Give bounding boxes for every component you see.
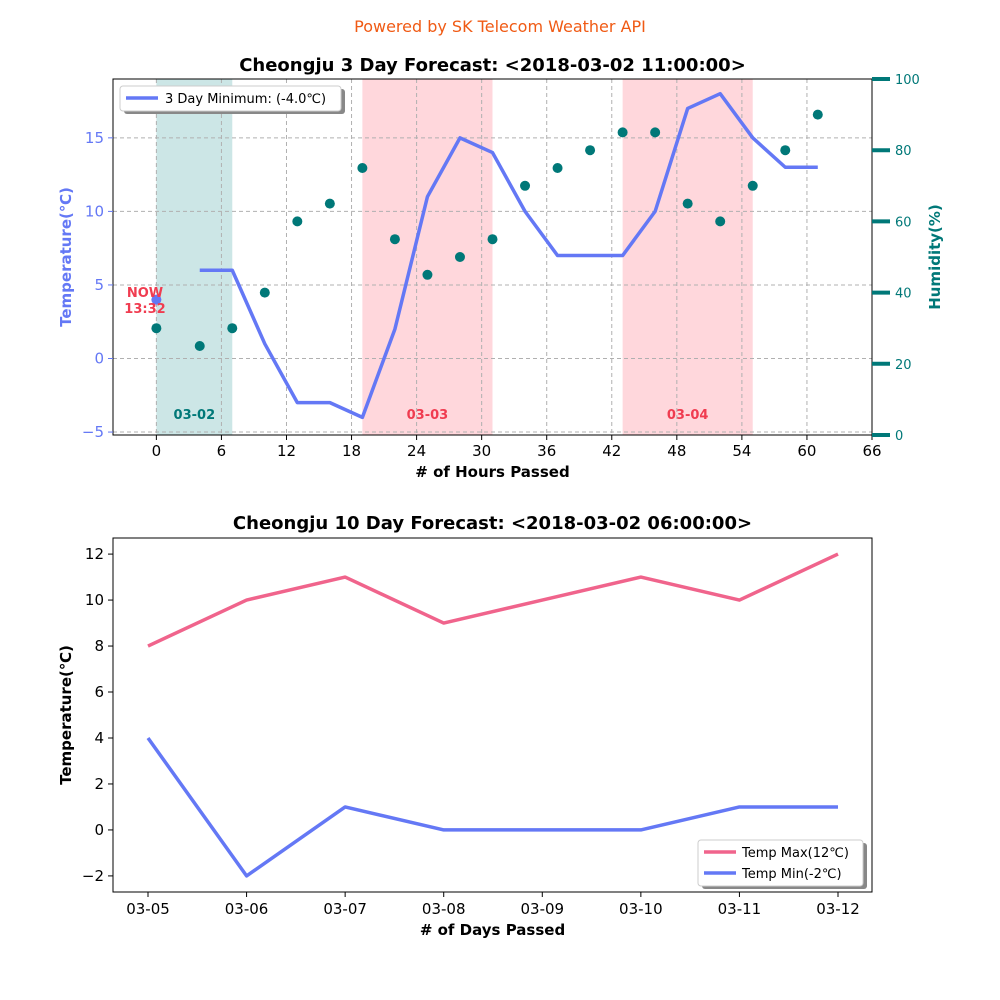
y-axis-label: Temperature(℃) bbox=[57, 645, 75, 785]
y-tick-label: 0 bbox=[94, 350, 104, 368]
x-tick-label: 48 bbox=[667, 442, 686, 460]
day-band bbox=[622, 79, 753, 435]
y-tick-label: 10 bbox=[85, 202, 104, 220]
x-tick-label: 03-06 bbox=[225, 900, 269, 918]
x-tick-label: 0 bbox=[152, 442, 162, 460]
now-time-label: 13:32 bbox=[124, 302, 165, 317]
x-tick-label: 54 bbox=[732, 442, 751, 460]
x-tick-label: 03-11 bbox=[718, 900, 762, 918]
humidity-point bbox=[324, 198, 335, 209]
x-tick-label: 03-12 bbox=[816, 900, 860, 918]
plot-frame bbox=[112, 78, 873, 436]
humidity-point bbox=[389, 234, 400, 245]
humidity-point bbox=[454, 252, 465, 262]
chart-title: Cheongju 3 Day Forecast: <2018-03-02 11:… bbox=[239, 55, 746, 76]
y-tick-label: 5 bbox=[94, 276, 104, 294]
humidity-point bbox=[227, 323, 238, 334]
y-tick-label: 8 bbox=[94, 637, 104, 655]
y-tick-label: 0 bbox=[94, 821, 104, 839]
x-tick-label: 03-10 bbox=[619, 900, 663, 918]
humidity-point bbox=[715, 216, 726, 227]
x-tick-label: 30 bbox=[472, 442, 491, 460]
y2-axis-label: Humidity(%) bbox=[926, 204, 944, 310]
y-tick-label: 4 bbox=[94, 729, 104, 747]
humidity-point bbox=[194, 341, 205, 351]
day-band bbox=[362, 79, 493, 435]
humidity-point bbox=[552, 163, 563, 173]
humidity-point bbox=[259, 287, 270, 298]
x-tick-label: 66 bbox=[862, 442, 881, 460]
temperature-series-line bbox=[199, 91, 818, 420]
legend-box bbox=[697, 839, 864, 887]
x-tick-label: 03-09 bbox=[520, 900, 564, 918]
y-tick-label: 6 bbox=[94, 683, 104, 701]
legend: Temp Max(12℃) Temp Min(-2℃) bbox=[697, 839, 867, 889]
temp-max-series-line bbox=[147, 552, 839, 648]
humidity-point bbox=[747, 180, 758, 191]
y2-tick-label: 100 bbox=[895, 73, 920, 88]
legend-label-temp-max: Temp Max(12℃) bbox=[741, 846, 849, 861]
x-tick-label: 36 bbox=[537, 442, 556, 460]
x-axis-label: # of Hours Passed bbox=[415, 463, 569, 481]
y-tick-label: −5 bbox=[82, 423, 104, 441]
humidity-point bbox=[422, 269, 433, 280]
humidity-point bbox=[617, 127, 628, 138]
day-band-label: 03-03 bbox=[407, 408, 449, 423]
x-tick-label: 12 bbox=[277, 442, 296, 460]
x-tick-label: 6 bbox=[217, 442, 227, 460]
day-band-label: 03-04 bbox=[667, 408, 709, 423]
humidity-point bbox=[650, 127, 661, 138]
legend: 3 Day Minimum: (-4.0℃) bbox=[119, 85, 345, 114]
y2-tick-label: 40 bbox=[895, 287, 912, 302]
humidity-point bbox=[682, 198, 693, 209]
x-tick-label: 03-08 bbox=[422, 900, 466, 918]
banner-text: Powered by SK Telecom Weather API bbox=[354, 17, 646, 36]
x-tick-label: 03-05 bbox=[126, 900, 170, 918]
y2-tick-label: 80 bbox=[895, 144, 912, 159]
x-tick-label: 18 bbox=[342, 442, 361, 460]
y2-tick-label: 20 bbox=[895, 358, 912, 373]
x-tick-label: 24 bbox=[407, 442, 426, 460]
y2-tick-label: 0 bbox=[895, 429, 903, 444]
day-band-label: 03-02 bbox=[174, 408, 216, 423]
now-marker-point bbox=[151, 294, 162, 305]
humidity-point bbox=[151, 323, 162, 334]
y-axis-label: Temperature(℃) bbox=[57, 187, 75, 327]
legend-box bbox=[119, 85, 342, 112]
chart-title: Cheongju 10 Day Forecast: <2018-03-02 06… bbox=[233, 513, 752, 534]
temp-min-series-line bbox=[146, 736, 838, 878]
y-tick-label: 12 bbox=[85, 545, 104, 563]
y-tick-label: 15 bbox=[85, 129, 104, 147]
humidity-point bbox=[357, 163, 368, 173]
y-tick-label: 10 bbox=[85, 591, 104, 609]
x-tick-label: 42 bbox=[602, 442, 621, 460]
legend-label-temperature: 3 Day Minimum: (-4.0℃) bbox=[165, 92, 326, 107]
humidity-point bbox=[812, 109, 823, 120]
humidity-point bbox=[780, 145, 791, 156]
humidity-point bbox=[520, 180, 531, 191]
now-label: NOW bbox=[127, 286, 163, 301]
humidity-point bbox=[292, 216, 303, 227]
day-band bbox=[156, 79, 233, 435]
humidity-point bbox=[487, 234, 498, 245]
y2-tick-label: 60 bbox=[895, 215, 912, 230]
x-axis-label: # of Days Passed bbox=[420, 921, 565, 939]
plot-frame bbox=[112, 537, 873, 893]
x-tick-label: 60 bbox=[797, 442, 816, 460]
x-tick-label: 03-07 bbox=[323, 900, 367, 918]
legend-label-temp-min: Temp Min(-2℃) bbox=[741, 867, 842, 882]
y-tick-label: 2 bbox=[94, 775, 104, 793]
ten-day-forecast-chart: 03-05 03-06 03-07 03-08 03-09 03-10 03-11 03-12… bbox=[57, 513, 873, 939]
y-tick-label: −2 bbox=[82, 867, 104, 885]
humidity-point bbox=[585, 145, 596, 156]
